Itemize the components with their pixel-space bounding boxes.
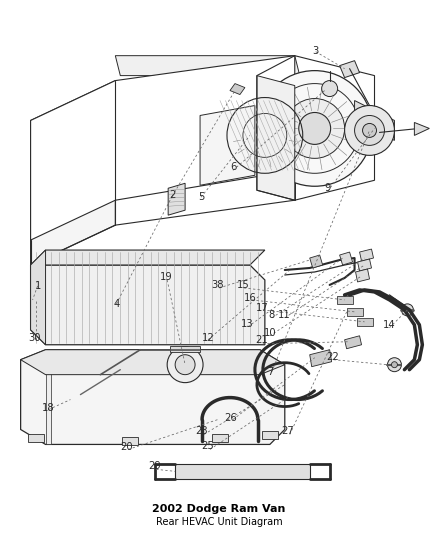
- Text: 26: 26: [225, 413, 237, 423]
- Polygon shape: [122, 438, 138, 446]
- Circle shape: [175, 355, 195, 375]
- Circle shape: [388, 358, 401, 372]
- Polygon shape: [31, 250, 265, 265]
- Text: 7: 7: [268, 367, 274, 377]
- Text: 2: 2: [169, 190, 175, 200]
- Text: 6: 6: [230, 163, 236, 172]
- Polygon shape: [31, 250, 46, 345]
- Polygon shape: [257, 76, 295, 200]
- Text: 5: 5: [198, 192, 204, 202]
- Polygon shape: [346, 308, 363, 316]
- Text: 13: 13: [240, 319, 253, 329]
- Text: 18: 18: [42, 402, 55, 413]
- Polygon shape: [310, 350, 332, 367]
- Text: 38: 38: [212, 280, 224, 290]
- Polygon shape: [31, 265, 265, 345]
- Text: 1: 1: [35, 281, 41, 291]
- Circle shape: [345, 106, 395, 155]
- Text: 22: 22: [326, 352, 339, 362]
- Polygon shape: [28, 434, 43, 442]
- Circle shape: [285, 99, 345, 158]
- Polygon shape: [345, 336, 361, 349]
- Circle shape: [257, 71, 372, 186]
- Text: 15: 15: [237, 280, 249, 290]
- Text: 21: 21: [255, 335, 268, 345]
- Polygon shape: [230, 84, 245, 94]
- Polygon shape: [115, 55, 300, 76]
- Polygon shape: [46, 350, 50, 445]
- Text: 20: 20: [120, 442, 133, 453]
- Polygon shape: [200, 106, 255, 185]
- Text: 19: 19: [160, 272, 173, 282]
- Text: 30: 30: [28, 333, 41, 343]
- Circle shape: [321, 80, 338, 96]
- Circle shape: [167, 347, 203, 383]
- Polygon shape: [21, 350, 285, 445]
- Polygon shape: [31, 80, 115, 265]
- Polygon shape: [21, 350, 285, 375]
- Text: 27: 27: [281, 426, 294, 437]
- Text: 12: 12: [201, 333, 215, 343]
- Polygon shape: [360, 249, 374, 261]
- Circle shape: [363, 124, 377, 138]
- Circle shape: [355, 116, 385, 146]
- Polygon shape: [356, 269, 370, 282]
- Polygon shape: [339, 252, 353, 265]
- Text: 9: 9: [325, 183, 331, 193]
- Text: 25: 25: [201, 441, 215, 451]
- Polygon shape: [357, 318, 372, 326]
- Polygon shape: [310, 255, 323, 268]
- Text: Rear HEVAC Unit Diagram: Rear HEVAC Unit Diagram: [155, 517, 283, 527]
- Text: 11: 11: [277, 310, 290, 320]
- Text: 3: 3: [313, 46, 319, 55]
- Text: 23: 23: [196, 426, 208, 437]
- Text: 16: 16: [244, 293, 256, 303]
- Polygon shape: [262, 432, 278, 439]
- Circle shape: [299, 112, 331, 144]
- Text: 4: 4: [113, 299, 120, 309]
- Text: 14: 14: [383, 320, 396, 330]
- Text: 29: 29: [148, 462, 161, 471]
- Polygon shape: [168, 183, 185, 215]
- Circle shape: [401, 304, 413, 316]
- Polygon shape: [212, 434, 228, 442]
- Polygon shape: [357, 259, 371, 271]
- Text: 10: 10: [264, 328, 276, 338]
- Polygon shape: [339, 61, 360, 78]
- Circle shape: [392, 362, 397, 368]
- Text: 17: 17: [255, 303, 268, 313]
- Polygon shape: [31, 55, 295, 240]
- Polygon shape: [337, 296, 353, 304]
- Text: 8: 8: [268, 310, 275, 320]
- Polygon shape: [170, 346, 200, 352]
- Polygon shape: [414, 123, 429, 135]
- Text: 2002 Dodge Ram Van: 2002 Dodge Ram Van: [152, 504, 286, 514]
- Polygon shape: [175, 464, 310, 479]
- Polygon shape: [355, 101, 395, 140]
